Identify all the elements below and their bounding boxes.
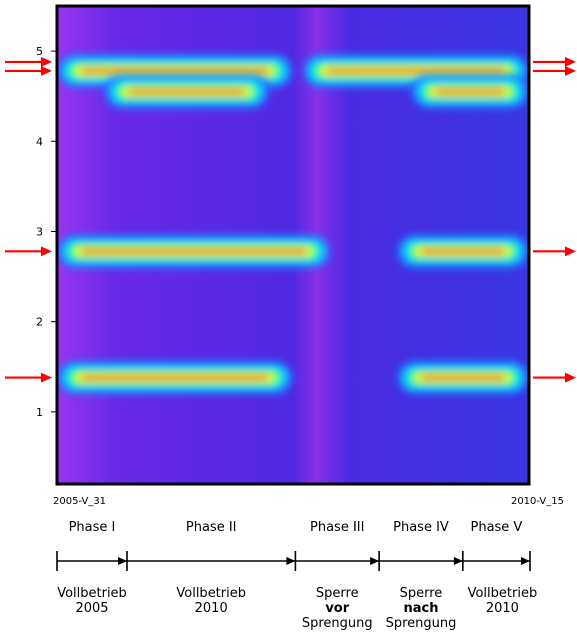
band-layer (81, 68, 269, 74)
arrow-marker-left (5, 65, 52, 76)
phase-label: Phase IV (393, 520, 449, 535)
band-layer (81, 248, 307, 254)
phase-description-line: 2010 (195, 601, 228, 616)
arrow-marker-right (533, 246, 576, 257)
phase-description-line: Vollbetrieb (176, 586, 246, 601)
heatmap-band-1 (57, 234, 529, 269)
y-tick-label: 4 (36, 135, 43, 148)
arrow-marker-left (5, 372, 52, 383)
x-start-label: 2005-V_31 (53, 496, 106, 507)
phase-label: Phase II (186, 520, 237, 535)
phase-description-line: nach (403, 601, 438, 616)
phase-label: Phase III (310, 520, 364, 535)
band-layer (435, 89, 505, 95)
timeline-arrowhead (118, 557, 128, 565)
band-layer (326, 68, 505, 74)
phase-description-line: 2005 (75, 601, 108, 616)
phase-description-line: Sprengung (386, 616, 457, 631)
arrow-marker-right (533, 56, 576, 67)
phase-description-line: Vollbetrieb (468, 586, 538, 601)
phase-description-line: 2010 (486, 601, 519, 616)
arrow-marker-right (533, 65, 576, 76)
timeline-arrowhead (453, 557, 463, 565)
heatmap-band-0 (57, 360, 529, 395)
band-layer (81, 375, 269, 381)
arrow-marker-left (5, 56, 52, 67)
phase-label: Phase I (69, 520, 116, 535)
phase-description-line: Vollbetrieb (57, 586, 127, 601)
phase-description-line: Sperre (316, 586, 359, 601)
timeline-arrowhead (286, 557, 296, 565)
heatmap-band-3 (104, 74, 529, 109)
phase-description-line: vor (325, 601, 349, 616)
band-layer (128, 89, 246, 95)
y-tick-label: 3 (36, 225, 43, 238)
y-tick-label: 5 (36, 45, 43, 58)
y-tick-label: 2 (36, 316, 43, 329)
x-end-label: 2010-V_15 (511, 496, 564, 507)
plot-frame (55, 4, 531, 486)
timeline-arrowhead (521, 557, 530, 565)
arrow-marker-left (5, 246, 52, 257)
arrow-marker-right (533, 372, 576, 383)
timeline-arrowhead (370, 557, 380, 565)
band-layer (420, 375, 505, 381)
phase-description-line: Sprengung (302, 616, 373, 631)
y-tick-label: 1 (36, 406, 43, 419)
phase-label: Phase V (470, 520, 522, 535)
band-layer (420, 248, 505, 254)
phase-description-line: Sperre (400, 586, 443, 601)
